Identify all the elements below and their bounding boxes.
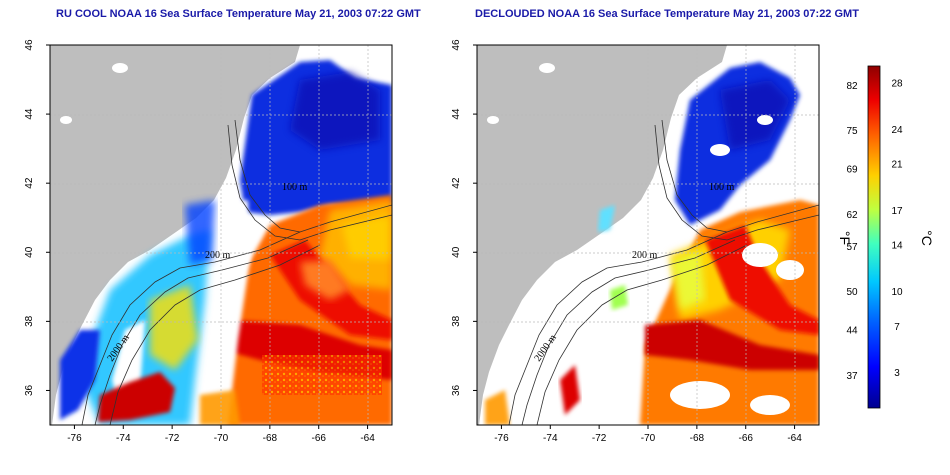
left-lon-tick-label: -66 — [311, 433, 326, 444]
fahrenheit-unit-label: °F — [837, 231, 853, 245]
left-lon-tick-label: -76 — [67, 433, 82, 444]
right-lon-tick-label: -76 — [494, 433, 509, 444]
right-lat-tick-label: 38 — [451, 315, 462, 327]
fahrenheit-tick-label: 37 — [846, 371, 858, 382]
right-lat-tick-label: 46 — [451, 39, 462, 51]
fahrenheit-tick-label: 50 — [846, 287, 858, 298]
left-sst-field — [60, 60, 392, 425]
right-lat-tick-label: 44 — [451, 108, 462, 120]
left-lat-tick-label: 40 — [24, 246, 35, 258]
right-lat-tick-label: 42 — [451, 177, 462, 189]
left-lat-tick-label: 42 — [24, 177, 35, 189]
right-cloud-gaps — [670, 115, 804, 415]
right-lon-tick-label: -70 — [641, 433, 656, 444]
left-graticule — [50, 45, 392, 425]
left-sst-map: 200 m 100 m 2000 m -76 -74 -72 -70 -68 -66 -64… — [24, 39, 393, 444]
right-graticule — [477, 45, 819, 425]
colorbar-gradient — [867, 65, 881, 409]
left-lat-tick-label: 38 — [24, 315, 35, 327]
right-sst-map: 200 m 100 m 2000 m -76 -74 -72 -70 -68 -66 -64… — [451, 39, 820, 444]
fahrenheit-tick-label: 82 — [846, 81, 858, 92]
fahrenheit-tick-label: 75 — [846, 126, 858, 137]
fahrenheit-tick-label: 57 — [846, 242, 858, 253]
celsius-tick-label: 28 — [891, 78, 903, 89]
left-lat-tick-label: 46 — [24, 39, 35, 51]
left-lat-tick-label: 36 — [24, 384, 35, 396]
celsius-tick-label: 24 — [891, 125, 903, 136]
celsius-tick-label: 17 — [891, 206, 903, 217]
celsius-unit-label: °C — [919, 230, 935, 246]
temperature-colorbar: 28 24 21 17 14 10 7 3 82 75 69 62 57 50 44 37 °F °C — [837, 65, 935, 409]
left-lon-tick-label: -72 — [165, 433, 180, 444]
right-axis-ticks: -76 -74 -72 -70 -68 -66 -64 36 38 40 42 44 46 — [451, 39, 802, 444]
right-lon-tick-label: -74 — [543, 433, 558, 444]
left-lake — [60, 116, 72, 124]
right-map-title: DECLOUDED NOAA 16 Sea Surface Temperatur… — [475, 8, 859, 20]
right-contour-label-200m: 200 m — [632, 250, 658, 261]
left-bathymetry-contours — [81, 119, 392, 425]
right-lat-tick-label: 40 — [451, 246, 462, 258]
right-lat-tick-label: 36 — [451, 384, 462, 396]
celsius-tick-label: 3 — [894, 368, 900, 379]
celsius-tick-label: 10 — [891, 287, 903, 298]
left-axis-ticks: -76 -74 -72 -70 -68 -66 -64 36 38 40 42 44 46 — [24, 39, 375, 444]
fahrenheit-tick-label: 62 — [846, 210, 858, 221]
fahrenheit-tick-label: 44 — [846, 326, 858, 337]
right-lon-tick-label: -68 — [690, 433, 705, 444]
left-lon-tick-label: -64 — [360, 433, 375, 444]
right-lake — [539, 63, 555, 73]
left-lake — [112, 63, 128, 73]
left-lon-tick-label: -70 — [214, 433, 229, 444]
celsius-tick-label: 7 — [894, 322, 900, 333]
left-lat-tick-label: 44 — [24, 108, 35, 120]
left-contour-label-100m: 100 m — [282, 182, 308, 193]
celsius-tick-label: 21 — [891, 160, 903, 171]
right-lon-tick-label: -66 — [738, 433, 753, 444]
right-contour-label-100m: 100 m — [709, 182, 735, 193]
left-map-title: RU COOL NOAA 16 Sea Surface Temperature … — [56, 8, 421, 20]
fahrenheit-tick-label: 69 — [846, 165, 858, 176]
right-lake — [487, 116, 499, 124]
colorbar-ticks: 28 24 21 17 14 10 7 3 82 75 69 62 57 50 44 37 — [846, 78, 903, 381]
right-lon-tick-label: -72 — [592, 433, 607, 444]
left-lon-tick-label: -74 — [116, 433, 131, 444]
celsius-tick-label: 14 — [891, 241, 903, 252]
right-lon-tick-label: -64 — [787, 433, 802, 444]
left-contour-label-200m: 200 m — [205, 250, 231, 261]
left-lon-tick-label: -68 — [263, 433, 278, 444]
right-bathymetry-contours — [508, 119, 819, 425]
